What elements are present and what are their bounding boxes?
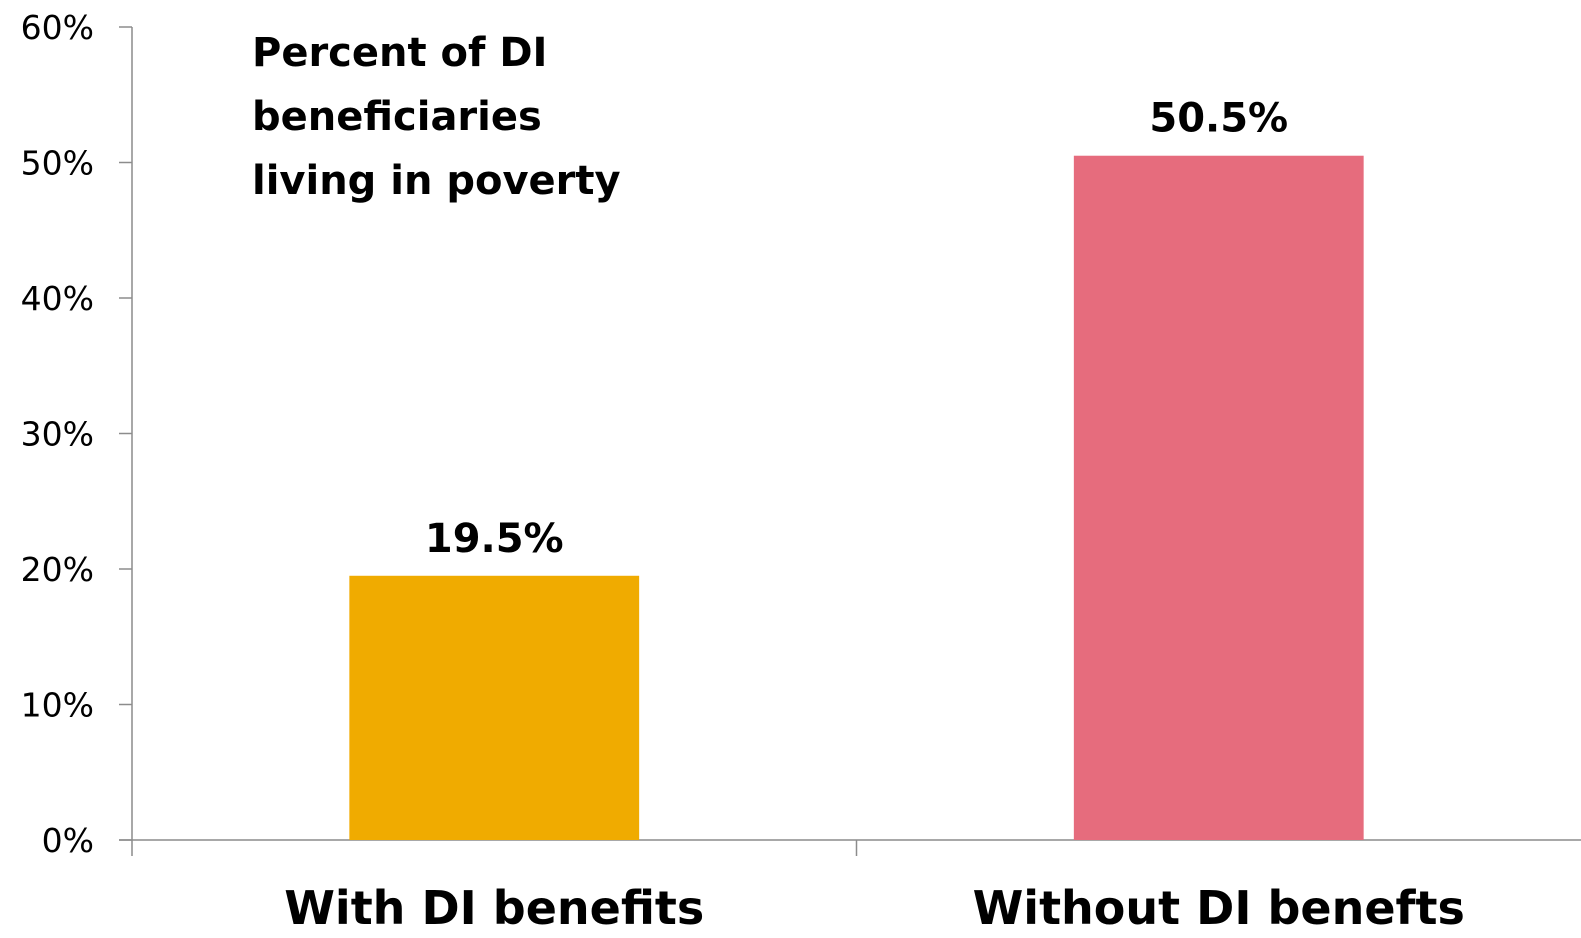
y-axis-ticks: 0% 10% 20% 30% 40% 50% 60% [21,8,858,860]
chart-title: Percent of DI beneficiaries living in po… [252,30,621,204]
bars [349,155,1364,841]
chart-title-line-3: living in poverty [252,158,621,204]
data-label-2: 50.5% [1149,96,1288,142]
x-category-label-1: With DI benefits [284,881,704,935]
y-tick-label: 0% [42,821,94,860]
chart-title-line-1: Percent of DI [252,30,547,76]
bar-2 [1073,155,1364,841]
y-tick-label: 60% [21,8,94,47]
chart-title-line-2: beneficiaries [252,94,542,140]
data-label-1: 19.5% [425,516,564,562]
y-tick-label: 20% [21,550,94,589]
labels: 19.5% With DI benefits 50.5% Without DI ben… [284,96,1465,935]
y-tick-label: 40% [21,279,94,318]
y-tick-label: 30% [21,415,94,454]
y-tick-label: 10% [21,686,94,725]
y-tick-label: 50% [21,144,94,183]
bar-1 [349,575,640,840]
x-category-label-2: Without DI benefts [973,881,1465,935]
